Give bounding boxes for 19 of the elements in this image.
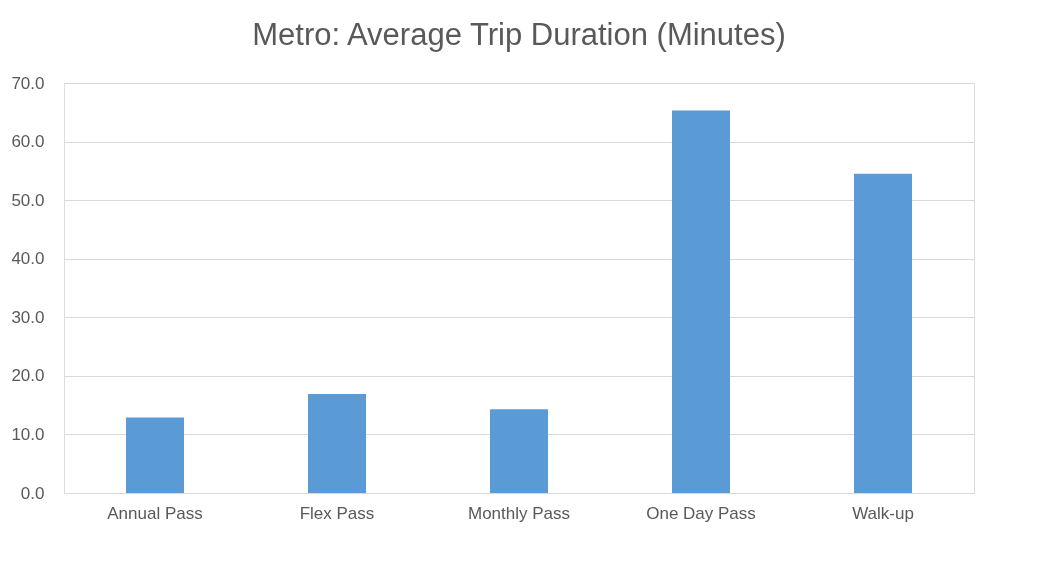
bar (126, 417, 184, 493)
x-tick-label: Walk-up (852, 503, 914, 523)
y-tick-label: 30.0 (11, 307, 45, 327)
y-tick-label: 20.0 (11, 366, 45, 386)
y-tick-label: 60.0 (11, 132, 45, 152)
y-tick-label: 10.0 (11, 424, 45, 444)
chart-title: Metro: Average Trip Duration (Minutes) (252, 17, 786, 52)
x-tick-label: Annual Pass (107, 503, 203, 523)
bar (672, 110, 730, 493)
bar (308, 394, 366, 493)
y-tick-label: 50.0 (11, 190, 45, 210)
x-tick-label: Flex Pass (299, 503, 375, 523)
y-tick-label: 0.0 (20, 483, 45, 503)
x-tick-label: Monthly Pass (467, 503, 571, 523)
bar (490, 409, 548, 493)
y-tick-label: 40.0 (11, 249, 45, 269)
y-tick-label: 70.0 (11, 73, 45, 93)
bar (854, 173, 912, 493)
x-tick-label: One Day Pass (646, 503, 756, 523)
